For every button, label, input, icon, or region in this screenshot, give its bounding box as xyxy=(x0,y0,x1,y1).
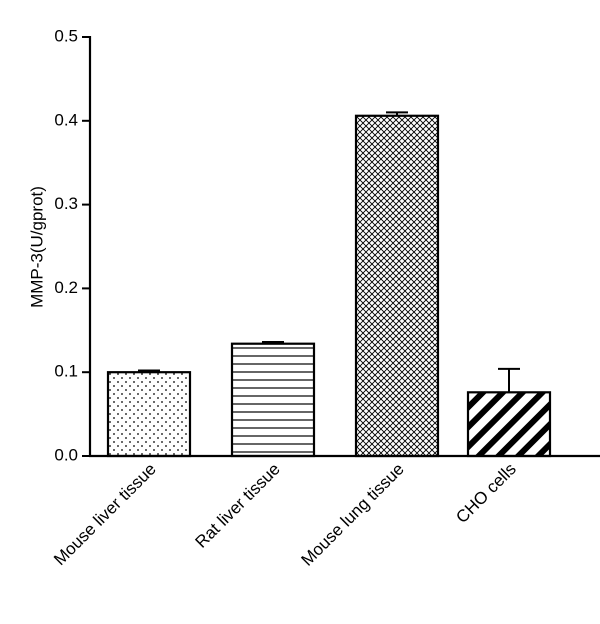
y-tick-label: 0.1 xyxy=(54,362,78,381)
y-tick-label: 0.5 xyxy=(54,26,78,45)
bar xyxy=(466,391,552,458)
y-tick-label: 0.2 xyxy=(54,278,78,297)
bar xyxy=(230,342,316,458)
bars xyxy=(106,111,552,458)
x-tick-label: CHO cells xyxy=(452,459,520,527)
y-tick-label: 0.3 xyxy=(54,194,78,213)
y-ticks: 0.0 0.1 0.2 0.3 0.4 0.5 xyxy=(54,26,90,464)
x-tick-label: Mouse liver tissue xyxy=(50,459,160,569)
x-tick-label: Mouse lung tissue xyxy=(297,459,407,569)
y-tick-label: 0.4 xyxy=(54,110,78,129)
y-axis-title: MMP-3(U/gprot) xyxy=(27,186,46,308)
bar xyxy=(354,114,440,458)
x-labels: Mouse liver tissue Rat liver tissue Mouse … xyxy=(50,459,520,569)
x-tick-label: Rat liver tissue xyxy=(192,459,284,551)
bar xyxy=(106,371,192,458)
y-tick-label: 0.0 xyxy=(54,445,78,464)
